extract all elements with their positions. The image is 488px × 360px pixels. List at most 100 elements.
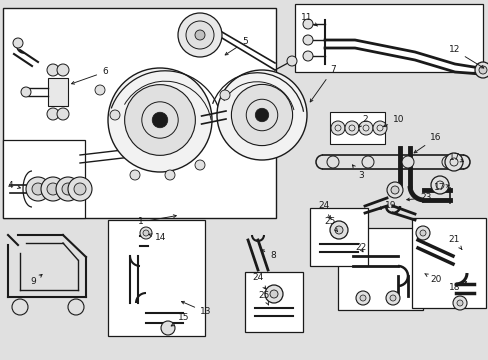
Text: 18: 18 <box>447 282 466 292</box>
Text: 25: 25 <box>258 291 269 305</box>
Circle shape <box>401 156 413 168</box>
Circle shape <box>264 285 283 303</box>
Bar <box>48 78 68 106</box>
Circle shape <box>345 121 358 135</box>
Circle shape <box>358 121 372 135</box>
Bar <box>337 228 422 310</box>
Text: 12: 12 <box>447 45 483 68</box>
Circle shape <box>303 35 312 45</box>
Text: 17: 17 <box>447 153 462 162</box>
Circle shape <box>21 87 31 97</box>
Circle shape <box>246 99 277 131</box>
Circle shape <box>95 85 105 95</box>
Circle shape <box>56 177 80 201</box>
Text: 16: 16 <box>413 134 441 153</box>
Circle shape <box>13 38 23 48</box>
Bar <box>294 4 482 72</box>
Circle shape <box>57 108 69 120</box>
Bar <box>244 272 303 332</box>
Text: 14: 14 <box>149 234 166 243</box>
Circle shape <box>355 291 369 305</box>
Text: 24: 24 <box>251 274 265 289</box>
Text: 7: 7 <box>309 66 335 102</box>
Circle shape <box>185 21 214 49</box>
Circle shape <box>68 299 84 315</box>
Circle shape <box>124 85 195 156</box>
Circle shape <box>286 56 296 66</box>
Circle shape <box>130 170 140 180</box>
Circle shape <box>41 177 65 201</box>
Circle shape <box>26 177 50 201</box>
Circle shape <box>326 156 338 168</box>
Circle shape <box>334 125 340 131</box>
Bar <box>309 208 367 266</box>
Circle shape <box>303 19 312 29</box>
Text: 19: 19 <box>378 201 396 210</box>
Text: 20: 20 <box>424 274 441 284</box>
Circle shape <box>334 226 342 234</box>
Text: 13: 13 <box>181 301 211 316</box>
Text: 6: 6 <box>71 68 107 84</box>
Circle shape <box>217 70 306 160</box>
Circle shape <box>231 84 292 145</box>
Text: 17: 17 <box>433 184 448 193</box>
Circle shape <box>389 295 395 301</box>
Circle shape <box>255 108 268 122</box>
Circle shape <box>441 156 453 168</box>
Text: 25: 25 <box>324 217 337 231</box>
Text: 3: 3 <box>352 165 363 180</box>
Text: 1: 1 <box>138 215 176 226</box>
Circle shape <box>47 183 59 195</box>
Circle shape <box>195 30 204 40</box>
Text: 22: 22 <box>354 243 366 252</box>
Circle shape <box>385 291 399 305</box>
Circle shape <box>329 221 347 239</box>
Circle shape <box>430 176 448 194</box>
Circle shape <box>386 182 402 198</box>
Text: 2: 2 <box>358 116 367 127</box>
Circle shape <box>390 186 398 194</box>
Circle shape <box>142 230 149 236</box>
Circle shape <box>140 227 152 239</box>
Text: 9: 9 <box>30 274 42 287</box>
Circle shape <box>444 153 462 171</box>
Text: 21: 21 <box>447 235 461 249</box>
Circle shape <box>32 183 44 195</box>
Circle shape <box>47 64 59 76</box>
Circle shape <box>195 160 204 170</box>
Circle shape <box>330 121 345 135</box>
Bar <box>3 8 275 218</box>
Bar <box>329 112 384 144</box>
Circle shape <box>62 183 74 195</box>
Bar <box>411 218 485 308</box>
Text: 11: 11 <box>301 13 317 26</box>
Text: 15: 15 <box>171 314 189 326</box>
Text: 5: 5 <box>224 37 247 55</box>
Circle shape <box>456 300 462 306</box>
Text: 24: 24 <box>317 201 330 219</box>
Circle shape <box>452 296 466 310</box>
Circle shape <box>164 170 175 180</box>
Circle shape <box>152 112 167 128</box>
Circle shape <box>362 125 368 131</box>
Circle shape <box>415 226 429 240</box>
Text: 10: 10 <box>383 116 404 127</box>
Circle shape <box>372 121 386 135</box>
Text: 8: 8 <box>261 250 275 261</box>
Text: 4: 4 <box>8 180 20 189</box>
Bar <box>3 140 85 218</box>
Circle shape <box>57 64 69 76</box>
Circle shape <box>220 90 229 100</box>
Circle shape <box>269 290 278 298</box>
Text: 23: 23 <box>406 194 430 202</box>
Circle shape <box>178 13 222 57</box>
Circle shape <box>478 66 486 74</box>
Circle shape <box>376 125 382 131</box>
Circle shape <box>68 177 92 201</box>
Circle shape <box>142 102 178 138</box>
Circle shape <box>474 62 488 78</box>
Circle shape <box>12 299 28 315</box>
Circle shape <box>359 295 365 301</box>
Circle shape <box>348 125 354 131</box>
Circle shape <box>110 110 120 120</box>
